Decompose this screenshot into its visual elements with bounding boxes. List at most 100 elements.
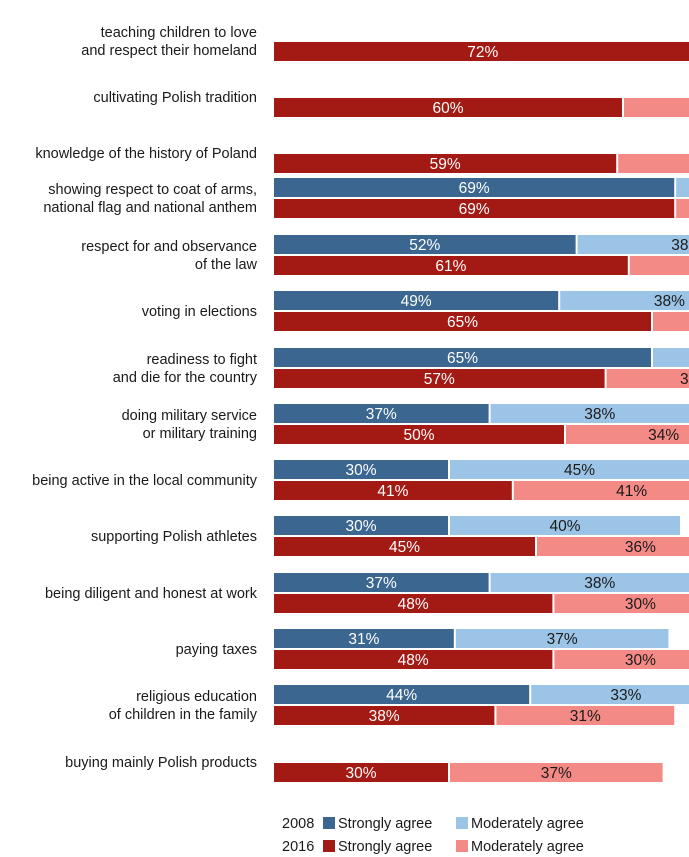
category-label-line: showing respect to coat of arms, bbox=[48, 182, 257, 198]
legend-year: 2008 bbox=[282, 816, 314, 832]
data-label: 44% bbox=[386, 687, 417, 704]
category-label-line: of the law bbox=[195, 257, 258, 273]
data-label: 69% bbox=[459, 201, 490, 218]
category-label-line: being diligent and honest at work bbox=[45, 586, 258, 602]
category-row: supporting Polish athletes 30% 40% 45% 36% bbox=[91, 516, 689, 556]
data-label: 30% bbox=[625, 596, 656, 613]
data-label: 38% bbox=[369, 708, 400, 725]
category-label: cultivating Polish tradition bbox=[93, 90, 257, 106]
legend-label: Strongly agree bbox=[338, 816, 432, 832]
data-label: 41% bbox=[616, 483, 647, 500]
bar-moderately-agree-2016 bbox=[653, 312, 689, 331]
category-label: voting in elections bbox=[142, 304, 257, 320]
category-row: buying mainly Polish products 30% 37% bbox=[65, 755, 663, 782]
data-label: 69% bbox=[459, 180, 490, 197]
data-label: 37% bbox=[547, 631, 578, 648]
bar-moderately-agree-2008 bbox=[490, 404, 689, 423]
bar-moderately-agree-2008 bbox=[450, 516, 680, 535]
bar-strongly-agree-2008 bbox=[274, 685, 530, 704]
data-label: 48% bbox=[398, 596, 429, 613]
category-label-line: national flag and national anthem bbox=[43, 200, 257, 216]
category-label-line: supporting Polish athletes bbox=[91, 529, 257, 545]
bar-moderately-agree-2016 bbox=[496, 706, 675, 725]
data-label: 30% bbox=[345, 518, 376, 535]
bar-strongly-agree-2016 bbox=[274, 98, 622, 117]
bar-moderately-agree-2016 bbox=[629, 256, 689, 275]
data-label: 65% bbox=[447, 350, 478, 367]
data-label: 33% bbox=[610, 687, 641, 704]
data-label: 38% bbox=[654, 293, 685, 310]
category-label-line: teaching children to love bbox=[101, 25, 257, 41]
data-label: 38% bbox=[584, 575, 615, 592]
bar-moderately-agree-2008 bbox=[653, 348, 689, 367]
data-label: 60% bbox=[432, 100, 463, 117]
bar-strongly-agree-2016 bbox=[274, 154, 617, 173]
category-label-line: being active in the local community bbox=[32, 473, 258, 489]
category-label-line: buying mainly Polish products bbox=[65, 755, 257, 771]
bar-strongly-agree-2016 bbox=[274, 312, 651, 331]
legend-swatch bbox=[323, 817, 335, 829]
category-row: paying taxes 31% 37% 48% 30% bbox=[176, 629, 689, 669]
category-label: being diligent and honest at work bbox=[45, 586, 258, 602]
category-label: doing military service or military traini… bbox=[122, 408, 257, 442]
bar-strongly-agree-2016 bbox=[274, 481, 512, 500]
bar-strongly-agree-2016 bbox=[274, 42, 689, 61]
data-label: 38% bbox=[584, 406, 615, 423]
category-row: teaching children to love and respect the… bbox=[81, 25, 689, 61]
legend-year: 2016 bbox=[282, 839, 314, 855]
bar-strongly-agree-2008 bbox=[274, 629, 454, 648]
bar-moderately-agree-2008 bbox=[450, 460, 689, 479]
bar-strongly-agree-2008 bbox=[274, 291, 559, 310]
bar-strongly-agree-2016 bbox=[274, 425, 564, 444]
data-label: 48% bbox=[398, 652, 429, 669]
data-label: 45% bbox=[389, 539, 420, 556]
category-label-line: voting in elections bbox=[142, 304, 257, 320]
category-label: readiness to fight and die for the countr… bbox=[113, 352, 258, 386]
bar-moderately-agree-2016 bbox=[450, 763, 663, 782]
data-label: 31% bbox=[680, 371, 689, 388]
legend-swatch bbox=[456, 817, 468, 829]
bar-moderately-agree-2008 bbox=[676, 178, 689, 197]
category-label: knowledge of the history of Poland bbox=[35, 146, 257, 162]
data-label: 40% bbox=[549, 518, 580, 535]
bar-moderately-agree-2016 bbox=[554, 594, 689, 613]
bar-moderately-agree-2016 bbox=[566, 425, 689, 444]
bar-strongly-agree-2008 bbox=[274, 404, 489, 423]
category-label: buying mainly Polish products bbox=[65, 755, 257, 771]
bar-strongly-agree-2016 bbox=[274, 763, 448, 782]
category-row: being diligent and honest at work 37% 38% 4… bbox=[45, 573, 689, 613]
bar-moderately-agree-2016 bbox=[676, 199, 689, 218]
category-row: readiness to fight and die for the countr… bbox=[113, 348, 689, 388]
data-label: 49% bbox=[401, 293, 432, 310]
data-label: 37% bbox=[366, 575, 397, 592]
bar-strongly-agree-2016 bbox=[274, 594, 553, 613]
data-label: 59% bbox=[430, 156, 461, 173]
data-label: 41% bbox=[377, 483, 408, 500]
category-label-line: knowledge of the history of Poland bbox=[35, 146, 257, 162]
legend: 2008 Strongly agree Moderately agree 2016 St… bbox=[282, 816, 584, 855]
data-label: 52% bbox=[409, 237, 440, 254]
legend-swatch bbox=[456, 840, 468, 852]
category-label-line: of children in the family bbox=[109, 707, 258, 723]
data-label: 30% bbox=[345, 462, 376, 479]
data-label: 34% bbox=[648, 427, 679, 444]
data-label: 65% bbox=[447, 314, 478, 331]
data-label: 72% bbox=[467, 44, 498, 61]
bar-strongly-agree-2016 bbox=[274, 537, 535, 556]
legend-swatch bbox=[323, 840, 335, 852]
bar-moderately-agree-2016 bbox=[554, 650, 689, 669]
data-label: 30% bbox=[345, 765, 376, 782]
bar-strongly-agree-2016 bbox=[274, 706, 495, 725]
category-label: being active in the local community bbox=[32, 473, 258, 489]
bar-strongly-agree-2008 bbox=[274, 516, 448, 535]
bar-strongly-agree-2008 bbox=[274, 178, 675, 197]
bar-moderately-agree-2016 bbox=[513, 481, 689, 500]
category-row: respect for and observance of the law 52% 3… bbox=[81, 235, 689, 275]
category-label: teaching children to love and respect the… bbox=[81, 25, 257, 59]
data-label: 57% bbox=[424, 371, 455, 388]
data-label: 50% bbox=[403, 427, 434, 444]
category-label-line: readiness to fight bbox=[147, 352, 257, 368]
bar-strongly-agree-2016 bbox=[274, 650, 553, 669]
